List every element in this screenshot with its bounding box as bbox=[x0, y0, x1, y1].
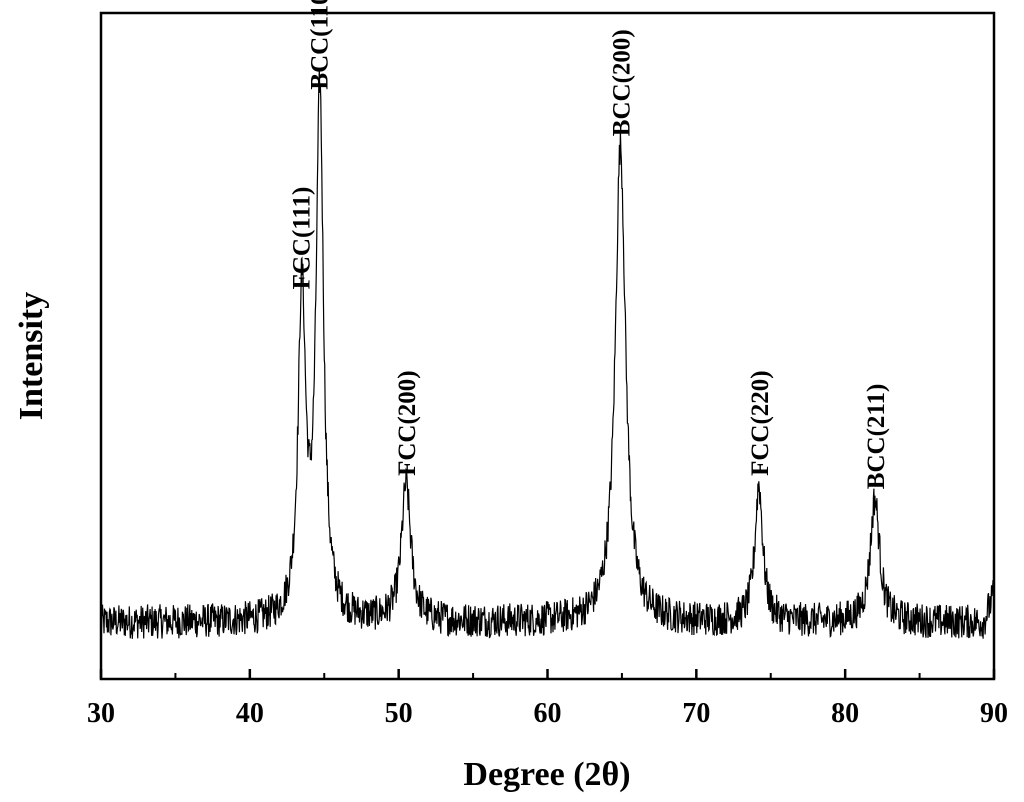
peak-label: BCC(110) bbox=[306, 0, 333, 90]
x-tick-label: 30 bbox=[87, 698, 115, 729]
peak-label: BCC(211) bbox=[863, 384, 890, 490]
x-tick-label: 60 bbox=[534, 698, 562, 729]
peak-label: FCC(111) bbox=[288, 187, 315, 290]
peak-label-group: FCC(111) BCC(110) FCC(200) BCC(200) FCC(220)… bbox=[288, 0, 890, 489]
plot-frame bbox=[99, 11, 996, 681]
x-axis-title: Degree (2θ) bbox=[463, 756, 630, 793]
diffraction-pattern-line bbox=[100, 69, 995, 639]
peak-label: FCC(200) bbox=[394, 370, 421, 476]
x-tick-label: 70 bbox=[682, 698, 710, 729]
tick-group: 30 40 50 60 70 80 90 bbox=[87, 669, 1008, 729]
peak-label: FCC(220) bbox=[747, 370, 774, 476]
x-tick-label: 40 bbox=[236, 698, 264, 729]
peak-label: BCC(200) bbox=[608, 29, 635, 136]
y-axis-title: Intensity bbox=[13, 292, 50, 420]
x-tick-label: 80 bbox=[831, 698, 859, 729]
x-tick-label: 90 bbox=[980, 698, 1008, 729]
x-tick-label: 50 bbox=[385, 698, 413, 729]
